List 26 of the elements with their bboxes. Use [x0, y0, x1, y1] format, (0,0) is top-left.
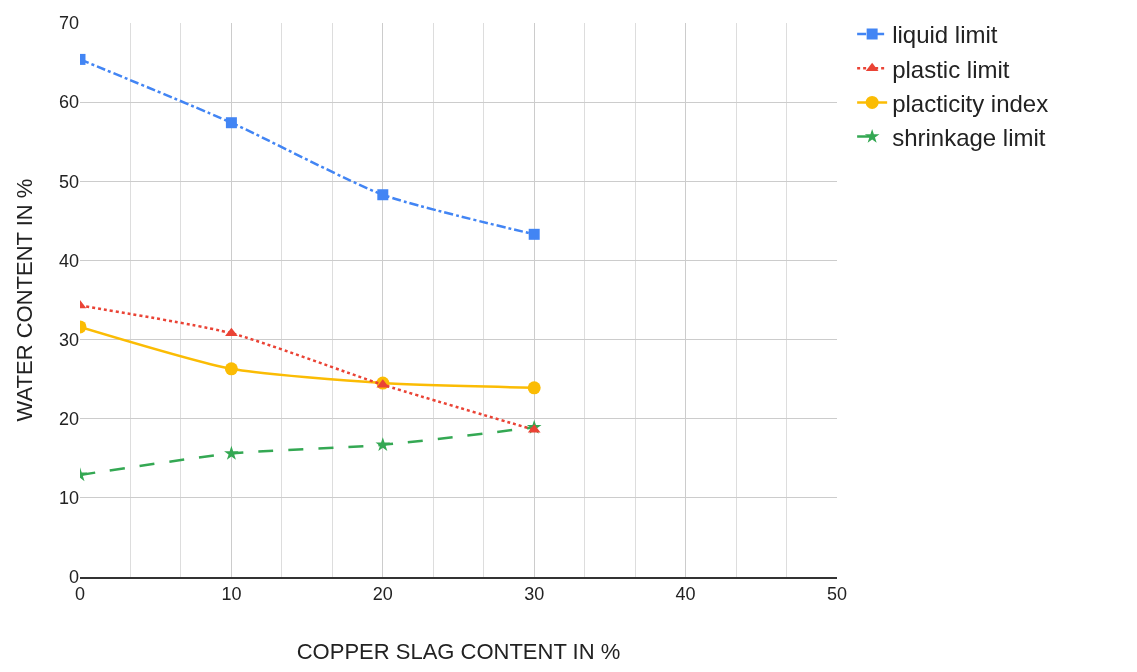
x-tick-label: 30: [524, 584, 545, 605]
y-tick-label: 0: [68, 567, 79, 588]
x-tick-label: 40: [675, 584, 696, 605]
x-axis-title: COPPER SLAG CONTENT IN %: [296, 638, 621, 664]
y-tick-label: 40: [58, 250, 79, 271]
legend-label: shrinkage limit: [892, 123, 1046, 151]
y-tick-label: 60: [58, 92, 79, 113]
x-tick-label: 50: [826, 584, 848, 605]
y-tick-label: 50: [58, 171, 79, 192]
x-tick-label: 20: [372, 584, 393, 605]
point: [225, 117, 237, 129]
legend-label: liquid limit: [892, 21, 998, 49]
y-tick-label: 10: [58, 488, 79, 509]
point: [375, 437, 391, 452]
x-tick-label: 10: [221, 584, 242, 605]
point: [224, 445, 239, 460]
point: [528, 228, 540, 240]
legend-label: plastic limit: [892, 55, 1010, 83]
y-axis-title: WATER CONTENT IN %: [11, 178, 37, 422]
legend-label: placticity index: [892, 89, 1049, 117]
point: [224, 362, 238, 376]
point: [527, 381, 541, 395]
point: [377, 189, 389, 201]
y-tick-label: 20: [58, 409, 79, 430]
y-tick-label: 70: [58, 13, 79, 34]
y-tick-label: 30: [58, 329, 79, 350]
